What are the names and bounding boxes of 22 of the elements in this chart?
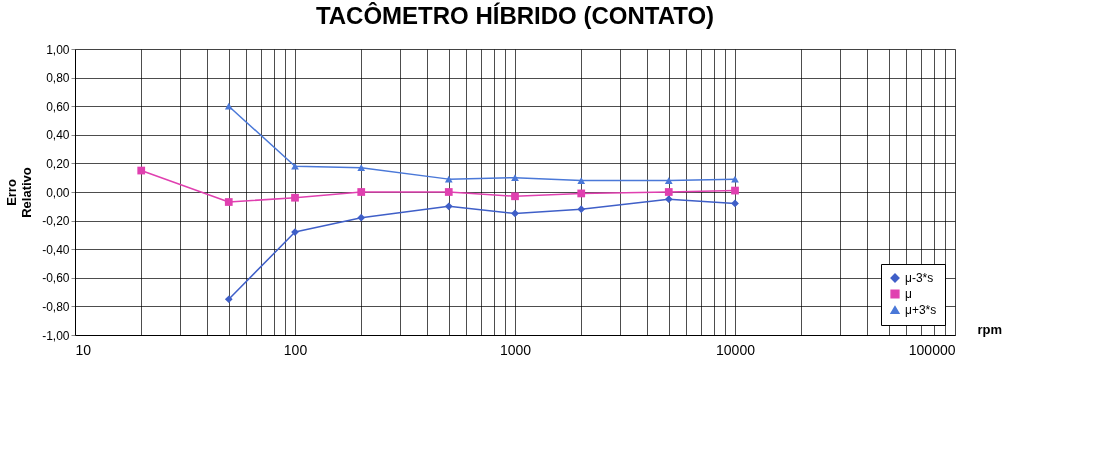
y-tick-label: 1,00 — [46, 42, 70, 57]
y-tick-label: -0,60 — [42, 271, 70, 286]
x-tick-label: 100 — [283, 341, 308, 358]
legend-label: μ+3*s — [905, 303, 937, 317]
y-tick-label: -0,20 — [42, 214, 70, 229]
y-tick-label: -0,80 — [42, 299, 70, 314]
x-tick-label: 10000 — [716, 341, 756, 358]
y-tick-label: 0,40 — [46, 128, 70, 143]
y-tick-label: -0,40 — [42, 242, 70, 257]
y-tick-label: 0,80 — [46, 71, 70, 86]
y-axis-title: Erro Relativo — [4, 167, 35, 218]
x-axis-title: rpm — [977, 321, 1003, 337]
y-tick-label: -1,00 — [42, 328, 70, 343]
y-tick-label: 0,20 — [46, 156, 70, 171]
x-tick-label: 10 — [75, 341, 92, 358]
chart-title: TACÔMETRO HÍBRIDO (CONTATO) — [315, 2, 715, 29]
x-tick-label: 1000 — [499, 341, 532, 358]
y-tick-label: 0,00 — [46, 185, 70, 200]
y-tick-label: 0,60 — [46, 99, 70, 114]
x-tick-label: 100000 — [908, 341, 956, 358]
legend-label: μ — [905, 287, 912, 301]
legend-label: μ-3*s — [905, 271, 934, 285]
